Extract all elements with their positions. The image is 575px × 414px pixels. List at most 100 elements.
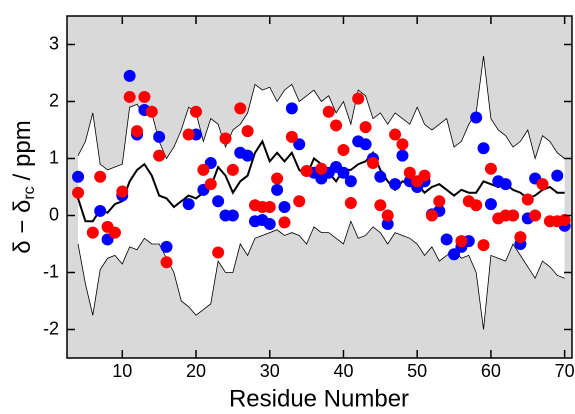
point: [396, 149, 409, 162]
point: [374, 170, 387, 183]
point: [366, 157, 379, 170]
point: [470, 111, 483, 124]
y-tick-label: 3: [49, 33, 59, 53]
y-label-sub: rc: [21, 186, 38, 199]
lower-line: [77, 220, 565, 330]
x-tick-label: 10: [112, 361, 132, 381]
point: [374, 199, 387, 212]
point: [278, 200, 291, 213]
point: [337, 143, 350, 156]
point: [72, 186, 85, 199]
point: [293, 195, 306, 208]
point: [190, 105, 203, 118]
point: [448, 248, 461, 261]
point: [315, 162, 328, 175]
point: [94, 204, 107, 217]
x-tick-label: 70: [555, 361, 575, 381]
point: [72, 170, 85, 183]
point: [285, 102, 298, 115]
point: [352, 92, 365, 105]
point: [396, 138, 409, 151]
point: [499, 178, 512, 191]
point: [322, 105, 335, 118]
point: [529, 209, 542, 222]
point: [359, 138, 372, 151]
point: [300, 165, 313, 178]
point: [507, 209, 520, 222]
point: [219, 132, 232, 145]
x-tick-label: 30: [260, 361, 280, 381]
point: [344, 196, 357, 209]
point: [440, 233, 453, 246]
point: [123, 90, 136, 103]
point: [433, 195, 446, 208]
point: [403, 166, 416, 179]
point: [241, 149, 254, 162]
point: [337, 166, 350, 179]
point: [204, 178, 217, 191]
y-tick-label: 0: [49, 204, 59, 224]
point: [425, 209, 438, 222]
point: [197, 163, 210, 176]
band-fill: [78, 55, 565, 330]
point: [241, 125, 254, 138]
point: [278, 216, 291, 229]
point: [123, 69, 136, 82]
plot-frame: [66, 15, 573, 359]
point: [145, 105, 158, 118]
point: [182, 198, 195, 211]
point: [160, 256, 173, 269]
point: [212, 246, 225, 259]
point: [263, 218, 276, 231]
point: [182, 128, 195, 141]
x-tick-label: 40: [333, 361, 353, 381]
point: [359, 121, 372, 134]
point: [330, 119, 343, 132]
y-tick-label: 1: [49, 147, 59, 167]
point: [389, 128, 402, 141]
y-tick-label: -2: [43, 318, 59, 338]
point: [381, 218, 394, 231]
point: [418, 169, 431, 182]
point: [153, 149, 166, 162]
point: [344, 175, 357, 188]
point: [470, 199, 483, 212]
point: [263, 200, 276, 213]
point: [138, 90, 151, 103]
point: [234, 102, 247, 115]
point: [551, 169, 564, 182]
point: [477, 239, 490, 252]
x-tick-label: 20: [186, 361, 206, 381]
point: [108, 226, 121, 239]
y-label-unit: / ppm: [9, 120, 36, 180]
point: [285, 130, 298, 143]
point: [131, 125, 144, 138]
y-axis-label: δ − δrc / ppm: [9, 120, 38, 253]
point: [477, 142, 490, 155]
point: [160, 240, 173, 253]
point: [271, 172, 284, 185]
point: [212, 195, 225, 208]
point: [389, 178, 402, 191]
point: [116, 185, 129, 198]
point: [226, 209, 239, 222]
point: [558, 214, 571, 227]
point: [293, 138, 306, 151]
point: [271, 183, 284, 196]
point: [94, 170, 107, 183]
y-label-main: δ − δ: [9, 200, 36, 254]
x-tick-label: 50: [407, 361, 427, 381]
point: [536, 178, 549, 191]
point: [86, 226, 99, 239]
point: [381, 209, 394, 222]
x-axis-label: Residue Number: [229, 385, 409, 412]
point: [521, 193, 534, 206]
point: [484, 198, 497, 211]
y-tick-label: -1: [43, 261, 59, 281]
point: [484, 162, 497, 175]
point: [514, 231, 527, 244]
y-tick-label: 2: [49, 90, 59, 110]
point: [455, 235, 468, 248]
point: [153, 130, 166, 143]
